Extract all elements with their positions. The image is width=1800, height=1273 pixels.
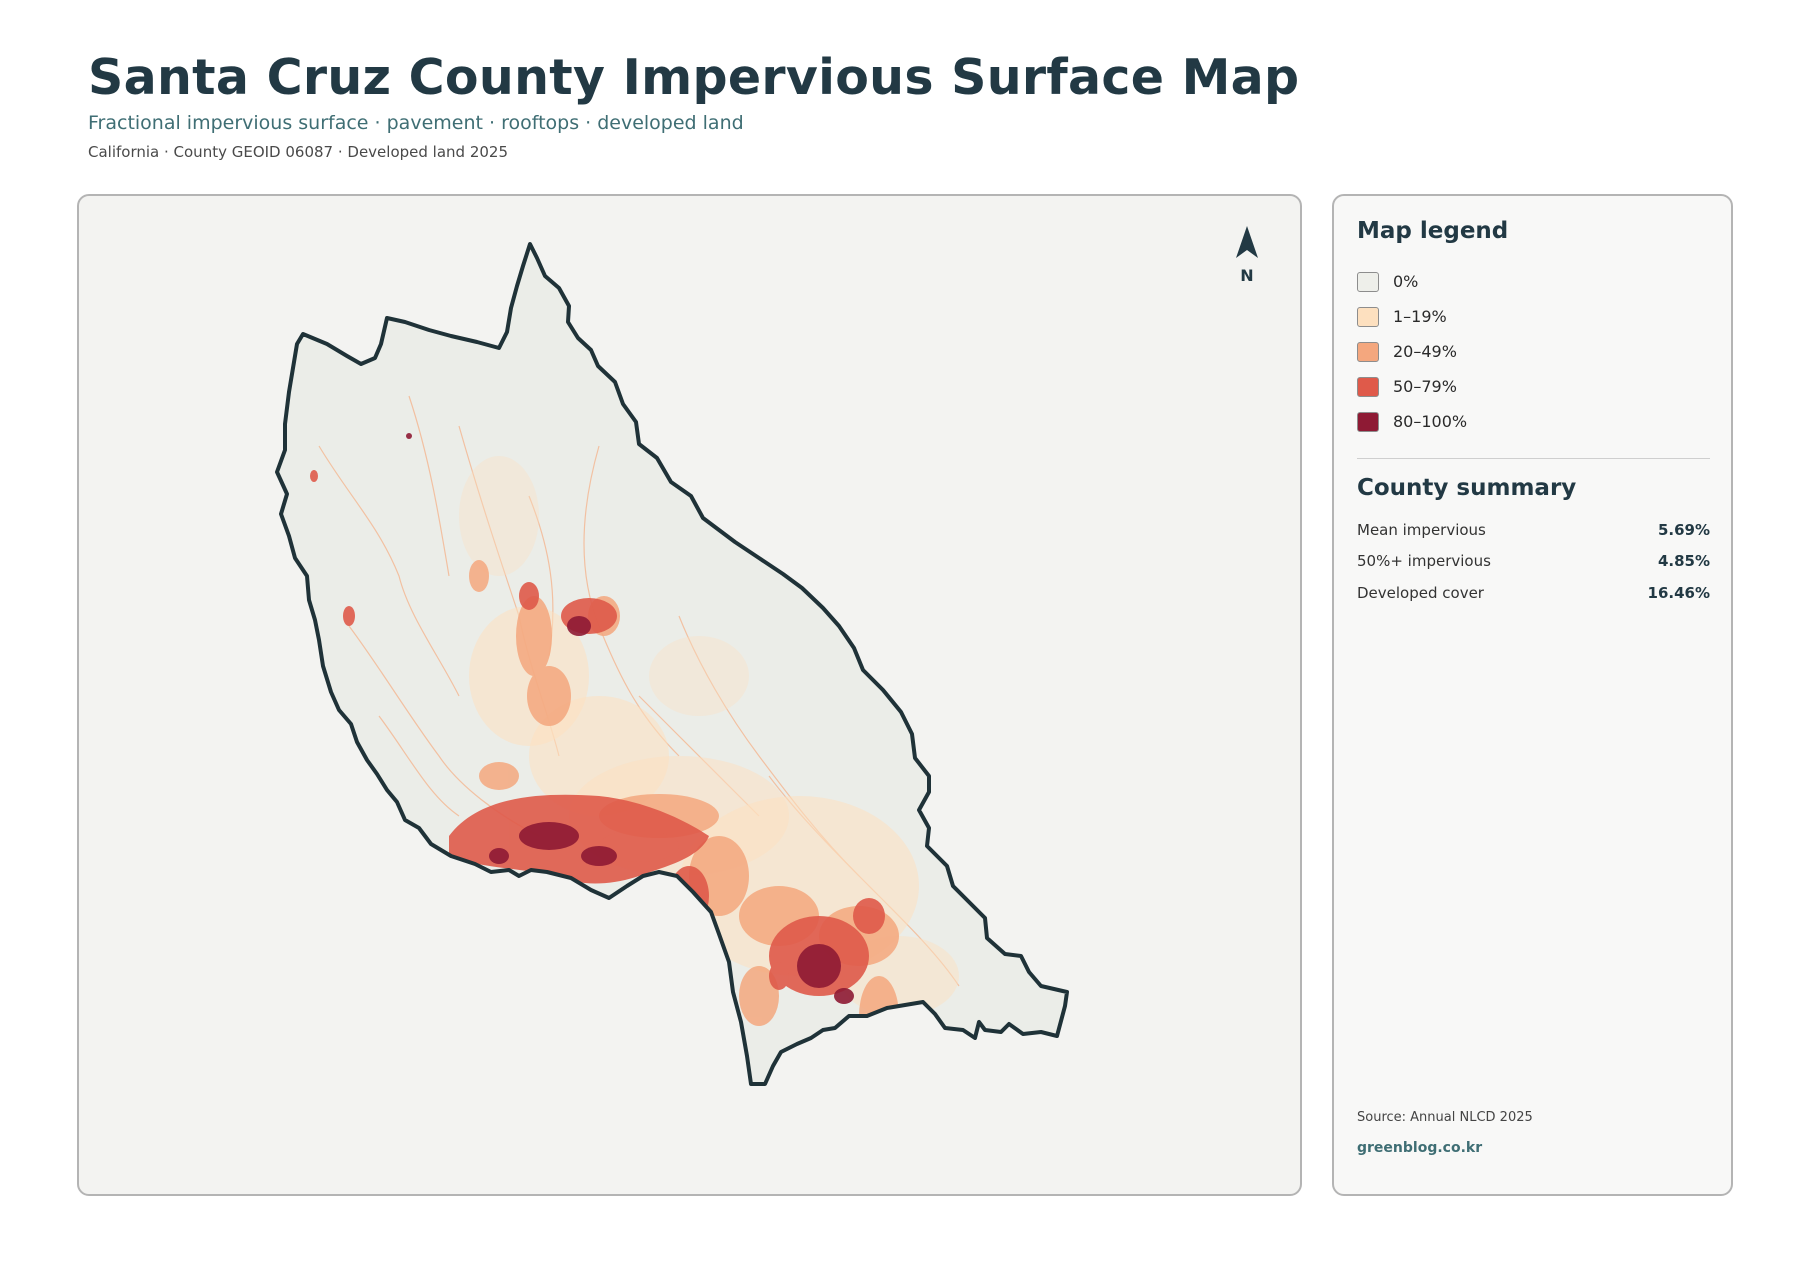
page-meta: California · County GEOID 06087 · Develo…: [88, 143, 508, 161]
legend-item-1-19: 1–19%: [1357, 299, 1467, 334]
legend-item-20-49: 20–49%: [1357, 334, 1467, 369]
stat-label: Developed cover: [1357, 583, 1484, 602]
stat-value: 5.69%: [1657, 520, 1710, 539]
stat-value: 4.85%: [1657, 552, 1710, 571]
legend-item-80-100: 80–100%: [1357, 404, 1467, 439]
summary-title: County summary: [1357, 475, 1577, 501]
map-panel[interactable]: N: [77, 194, 1302, 1196]
impervious-layer: [277, 244, 1067, 1084]
county-boundary: [275, 242, 1069, 1086]
legend-panel: Map legend 0% 1–19% 20–49% 50–79% 80–100…: [1332, 194, 1733, 1196]
legend-item-50-79: 50–79%: [1357, 369, 1467, 404]
map-canvas[interactable]: N: [79, 196, 1302, 1196]
north-arrow: N: [1236, 226, 1258, 285]
legend-label: 0%: [1393, 272, 1419, 291]
legend-swatch: [1357, 411, 1379, 432]
stat-row-50plus: 50%+ impervious 4.85%: [1357, 546, 1710, 578]
legend-swatch: [1357, 306, 1379, 327]
legend-list: 0% 1–19% 20–49% 50–79% 80–100%: [1357, 264, 1467, 439]
header: Santa Cruz County Impervious Surface Map…: [88, 48, 1299, 162]
stat-row-mean: Mean impervious 5.69%: [1357, 514, 1710, 546]
page-title: Santa Cruz County Impervious Surface Map: [88, 49, 1300, 106]
stat-label: 50%+ impervious: [1357, 552, 1491, 571]
summary-stats: Mean impervious 5.69% 50%+ impervious 4.…: [1357, 514, 1710, 609]
stat-row-developed: Developed cover 16.46%: [1357, 577, 1710, 609]
legend-label: 1–19%: [1393, 307, 1447, 326]
legend-swatch: [1357, 271, 1379, 292]
north-arrow-icon: [1236, 226, 1258, 258]
credit-link[interactable]: greenblog.co.kr: [1357, 1140, 1483, 1156]
legend-swatch: [1357, 376, 1379, 397]
legend-label: 80–100%: [1393, 412, 1468, 431]
legend-label: 20–49%: [1393, 342, 1457, 361]
stat-label: Mean impervious: [1357, 520, 1486, 539]
legend-divider: [1357, 458, 1710, 459]
north-label: N: [1240, 266, 1253, 285]
page-subtitle: Fractional impervious surface · pavement…: [88, 112, 744, 134]
source-note: Source: Annual NLCD 2025: [1357, 1110, 1533, 1125]
stat-value: 16.46%: [1647, 583, 1710, 602]
legend-label: 50–79%: [1393, 377, 1457, 396]
legend-title: Map legend: [1357, 218, 1509, 244]
legend-item-0: 0%: [1357, 264, 1467, 299]
legend-swatch: [1357, 341, 1379, 362]
